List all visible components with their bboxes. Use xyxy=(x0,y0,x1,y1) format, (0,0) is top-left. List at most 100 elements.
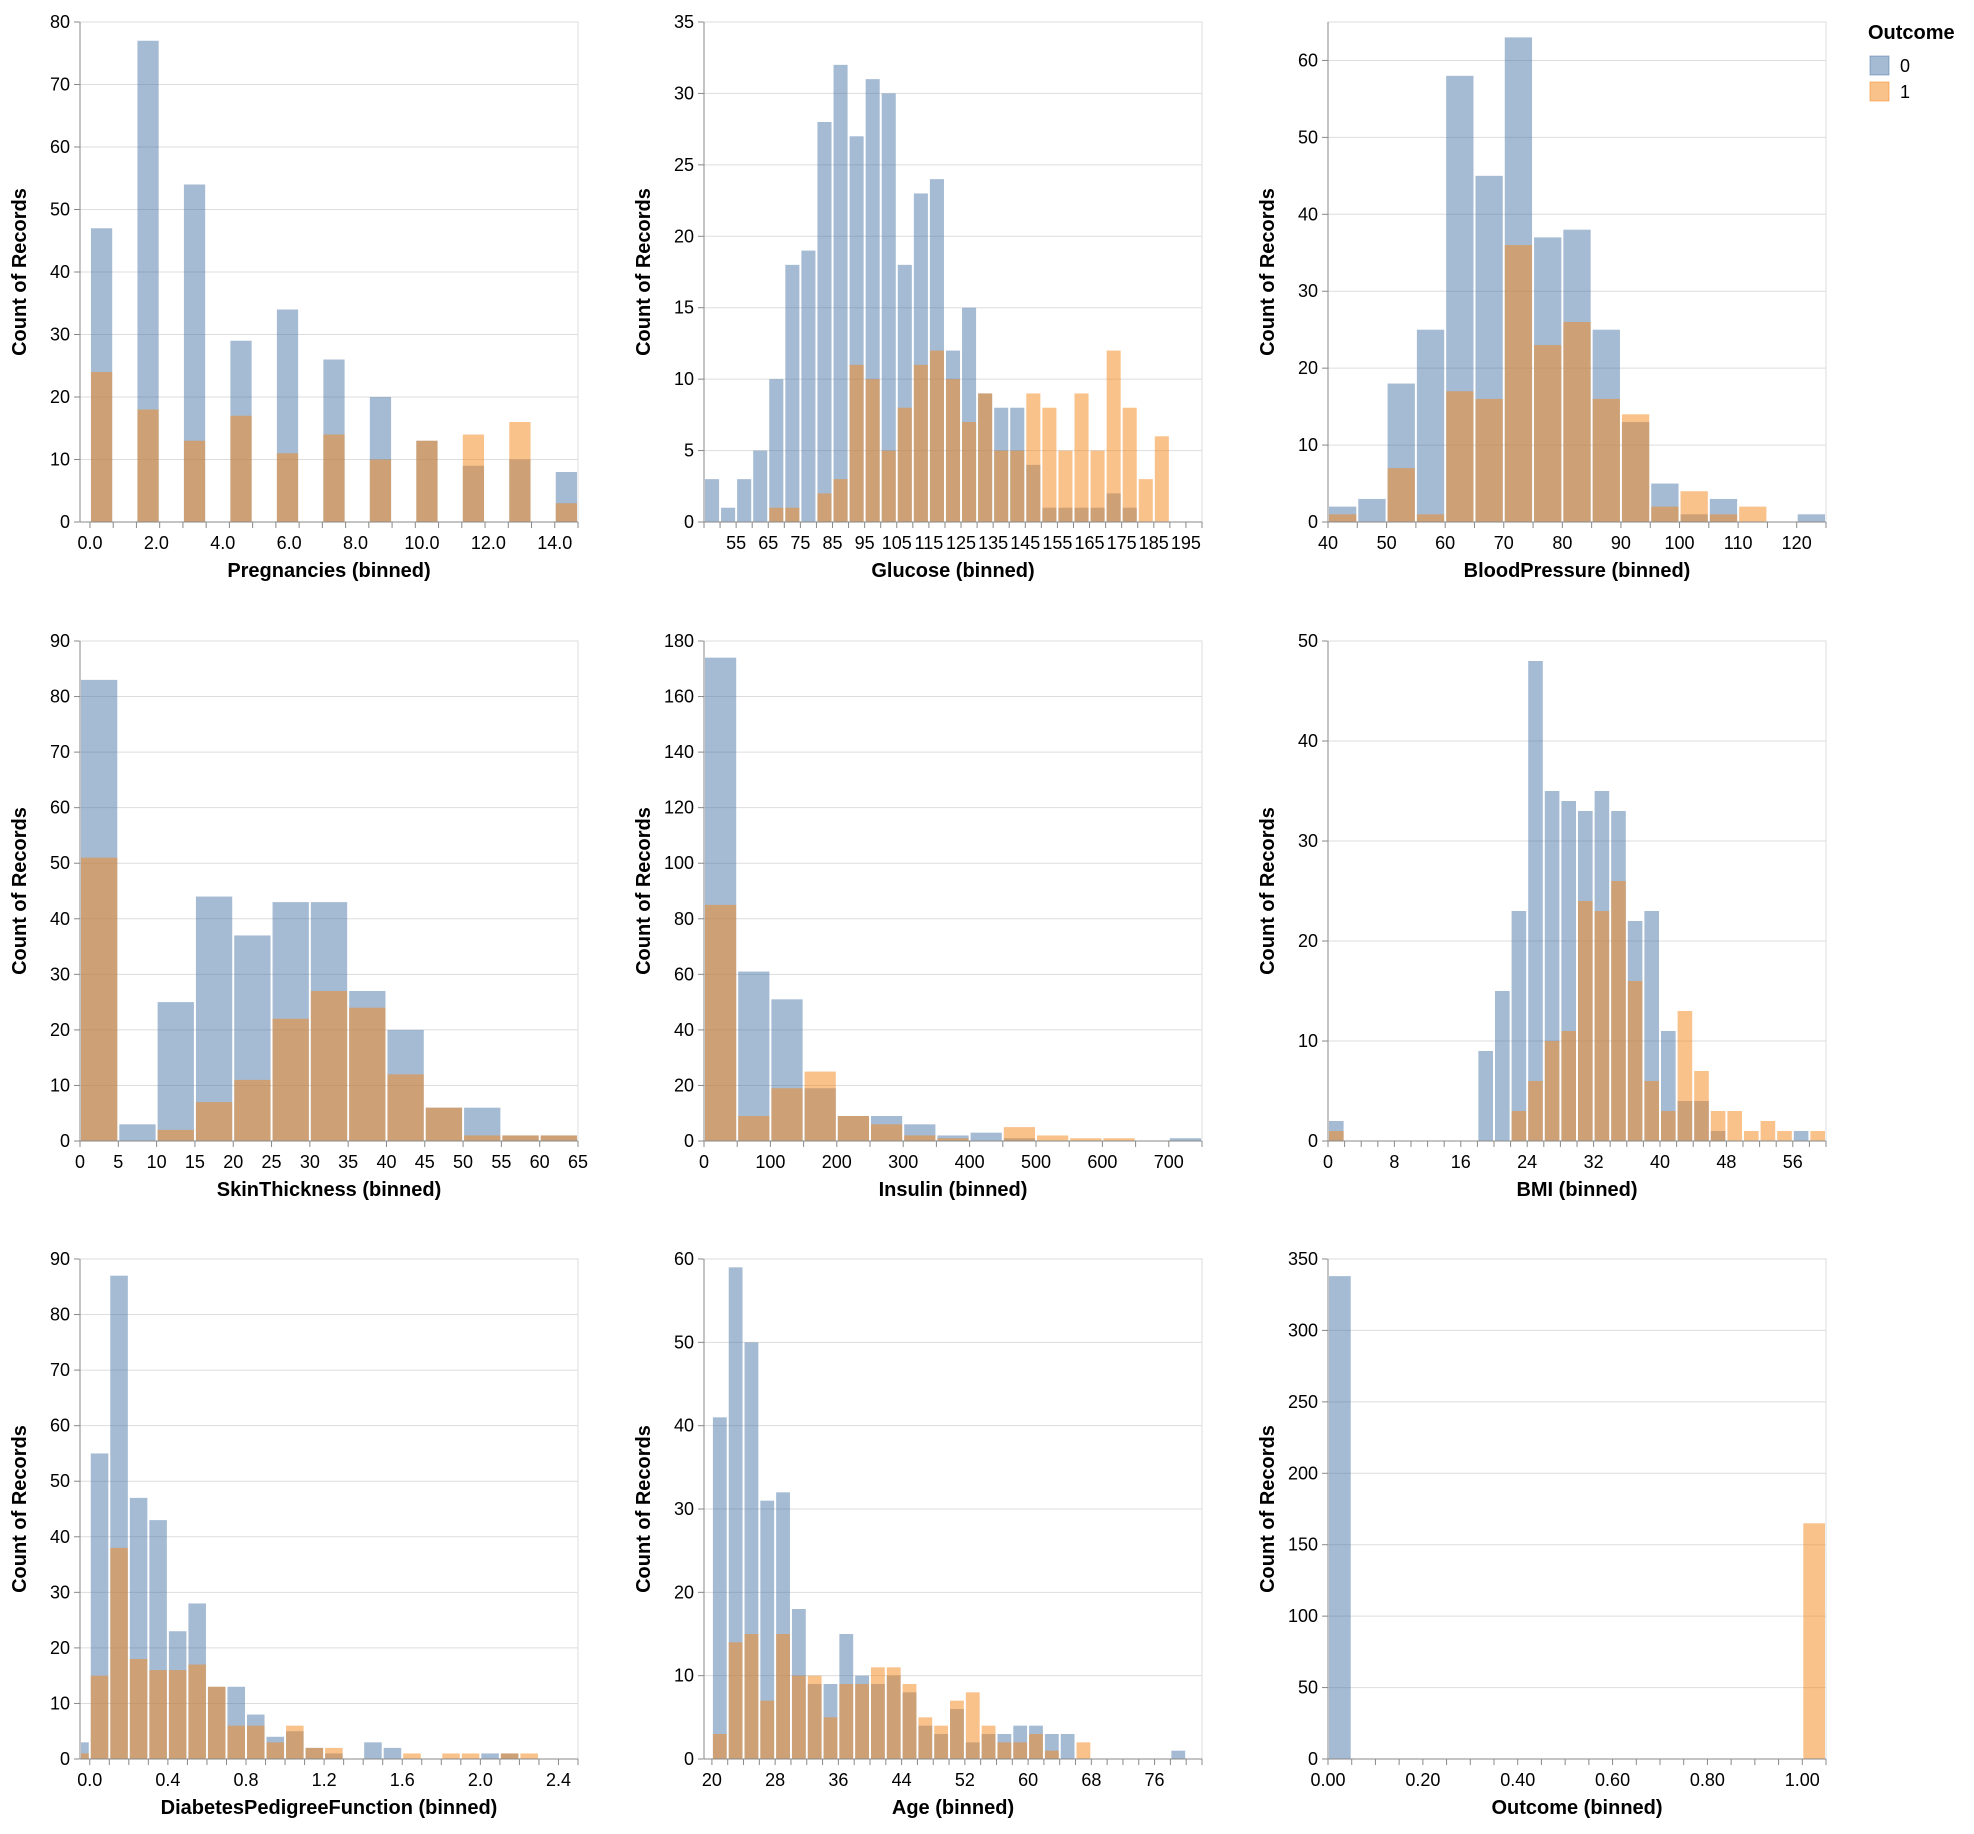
x-tick-label: 14.0 xyxy=(537,533,572,553)
y-tick-label: 60 xyxy=(50,1416,70,1436)
y-tick-label: 20 xyxy=(674,1582,694,1602)
bar-outcome-1 xyxy=(738,1116,770,1141)
x-axis-title: Age (binned) xyxy=(892,1797,1014,1819)
x-tick-label: 1.2 xyxy=(312,1770,337,1790)
x-tick-label: 200 xyxy=(822,1152,852,1172)
y-tick-label: 60 xyxy=(50,137,70,157)
bar-outcome-0 xyxy=(801,250,816,523)
bar-outcome-0 xyxy=(1171,1750,1186,1759)
x-tick-label: 60 xyxy=(530,1152,550,1172)
bar-outcome-0 xyxy=(737,479,752,522)
x-axis-title: Glucose (binned) xyxy=(871,560,1034,582)
x-tick-label: 175 xyxy=(1107,533,1137,553)
bar-outcome-1 xyxy=(1777,1131,1792,1141)
bar-outcome-1 xyxy=(945,379,961,522)
x-tick-label: 40 xyxy=(1318,533,1338,553)
bar-outcome-0 xyxy=(817,122,832,522)
bar-outcome-1 xyxy=(823,1717,838,1759)
x-tick-label: 20 xyxy=(702,1770,722,1790)
y-tick-label: 40 xyxy=(1298,204,1318,224)
x-tick-label: 32 xyxy=(1584,1152,1604,1172)
y-tick-label: 30 xyxy=(674,1499,694,1519)
x-tick-label: 15 xyxy=(185,1152,205,1172)
x-tick-label: 185 xyxy=(1139,533,1169,553)
bar-outcome-1 xyxy=(416,440,438,522)
bar-outcome-1 xyxy=(442,1753,460,1759)
x-tick-label: 56 xyxy=(1783,1152,1803,1172)
x-tick-label: 4.0 xyxy=(210,533,235,553)
y-tick-label: 10 xyxy=(674,369,694,389)
legend-label-0: 0 xyxy=(1900,56,1910,76)
chart-1: 0 10 20 30 40 50 60 70 80 0.0 2.0 4.0 6.0 8.0 10.0 12.0… xyxy=(9,12,579,582)
bar-outcome-1 xyxy=(1511,1111,1527,1141)
bar-outcome-1 xyxy=(227,1725,245,1759)
bar-outcome-1 xyxy=(1010,450,1025,522)
x-tick-label: 0.8 xyxy=(233,1770,258,1790)
bar-outcome-1 xyxy=(1106,350,1121,522)
y-tick-label: 90 xyxy=(50,1249,70,1269)
x-tick-label: 0.4 xyxy=(155,1770,180,1790)
bar-outcome-1 xyxy=(807,1675,822,1759)
x-axis-title: Insulin (binned) xyxy=(879,1179,1028,1201)
bar-outcome-0 xyxy=(769,379,784,522)
x-tick-label: 16 xyxy=(1451,1152,1471,1172)
chart-8: 0 10 20 30 40 50 60 20 28 36 44 52 60 68 76 Age (binned… xyxy=(633,1249,1203,1819)
bar-outcome-0 xyxy=(760,1500,775,1759)
x-tick-label: 80 xyxy=(1552,533,1572,553)
y-tick-label: 30 xyxy=(1298,281,1318,301)
bar-outcome-0 xyxy=(137,40,159,522)
bar-outcome-1 xyxy=(994,450,1009,522)
x-axis-title: DiabetesPedigreeFunction (binned) xyxy=(161,1797,498,1819)
x-tick-label: 0.60 xyxy=(1595,1770,1630,1790)
x-tick-label: 44 xyxy=(892,1770,912,1790)
x-tick-label: 68 xyxy=(1081,1770,1101,1790)
bar-outcome-1 xyxy=(881,450,896,522)
bar-outcome-1 xyxy=(1563,322,1591,522)
bar-outcome-1 xyxy=(1044,1750,1059,1759)
bar-outcome-1 xyxy=(744,1634,759,1759)
legend-title: Outcome xyxy=(1868,22,1955,44)
y-tick-label: 80 xyxy=(50,1305,70,1325)
chart-6: 0 10 20 30 40 50 0 8 16 24 32 40 48 56 BMI (binned) Cou… xyxy=(1257,631,1827,1201)
y-axis-title: Count of Records xyxy=(9,807,31,975)
bar-outcome-1 xyxy=(929,350,944,522)
bar-outcome-1 xyxy=(1760,1121,1776,1141)
bar-outcome-1 xyxy=(310,991,348,1141)
bar-outcome-0 xyxy=(1793,1131,1809,1141)
bar-outcome-0 xyxy=(1169,1138,1201,1141)
bar-outcome-1 xyxy=(1810,1131,1825,1141)
bar-outcome-1 xyxy=(1103,1138,1135,1141)
y-tick-label: 40 xyxy=(50,1527,70,1547)
chart-3: 0 10 20 30 40 50 60 40 50 60 70 80 90 100 110 120 BloodP… xyxy=(1257,21,1827,582)
x-tick-label: 1.6 xyxy=(390,1770,415,1790)
y-tick-label: 0 xyxy=(1308,1131,1318,1151)
bar-outcome-1 xyxy=(769,507,784,522)
bar-outcome-1 xyxy=(760,1700,775,1759)
bar-outcome-1 xyxy=(500,1753,519,1759)
bar-outcome-1 xyxy=(1578,901,1593,1141)
y-tick-label: 180 xyxy=(664,631,694,651)
y-tick-label: 50 xyxy=(1298,631,1318,651)
y-tick-label: 50 xyxy=(50,853,70,873)
y-tick-label: 20 xyxy=(50,1638,70,1658)
y-tick-label: 25 xyxy=(674,155,694,175)
x-tick-label: 65 xyxy=(568,1152,588,1172)
bar-outcome-1 xyxy=(1680,491,1708,522)
bar-outcome-1 xyxy=(1090,450,1105,522)
bar-outcome-0 xyxy=(1329,1276,1351,1759)
x-tick-label: 85 xyxy=(823,533,843,553)
bar-outcome-1 xyxy=(962,422,977,522)
y-tick-label: 80 xyxy=(674,909,694,929)
bar-outcome-0 xyxy=(728,1267,743,1759)
bar-outcome-1 xyxy=(1611,881,1626,1141)
bar-outcome-1 xyxy=(837,1116,869,1141)
x-tick-label: 55 xyxy=(726,533,746,553)
bar-outcome-1 xyxy=(771,1088,803,1141)
y-tick-label: 250 xyxy=(1288,1392,1318,1412)
x-axis-title: Pregnancies (binned) xyxy=(227,560,430,582)
bar-outcome-1 xyxy=(425,1107,463,1141)
x-tick-label: 2.4 xyxy=(546,1770,571,1790)
x-tick-label: 300 xyxy=(888,1152,918,1172)
chart-7: 0 10 20 30 40 50 60 70 80 90 0.0 0.4 0.8 1.2 1.6 2.0 2.4… xyxy=(9,1249,579,1819)
y-tick-label: 80 xyxy=(50,687,70,707)
